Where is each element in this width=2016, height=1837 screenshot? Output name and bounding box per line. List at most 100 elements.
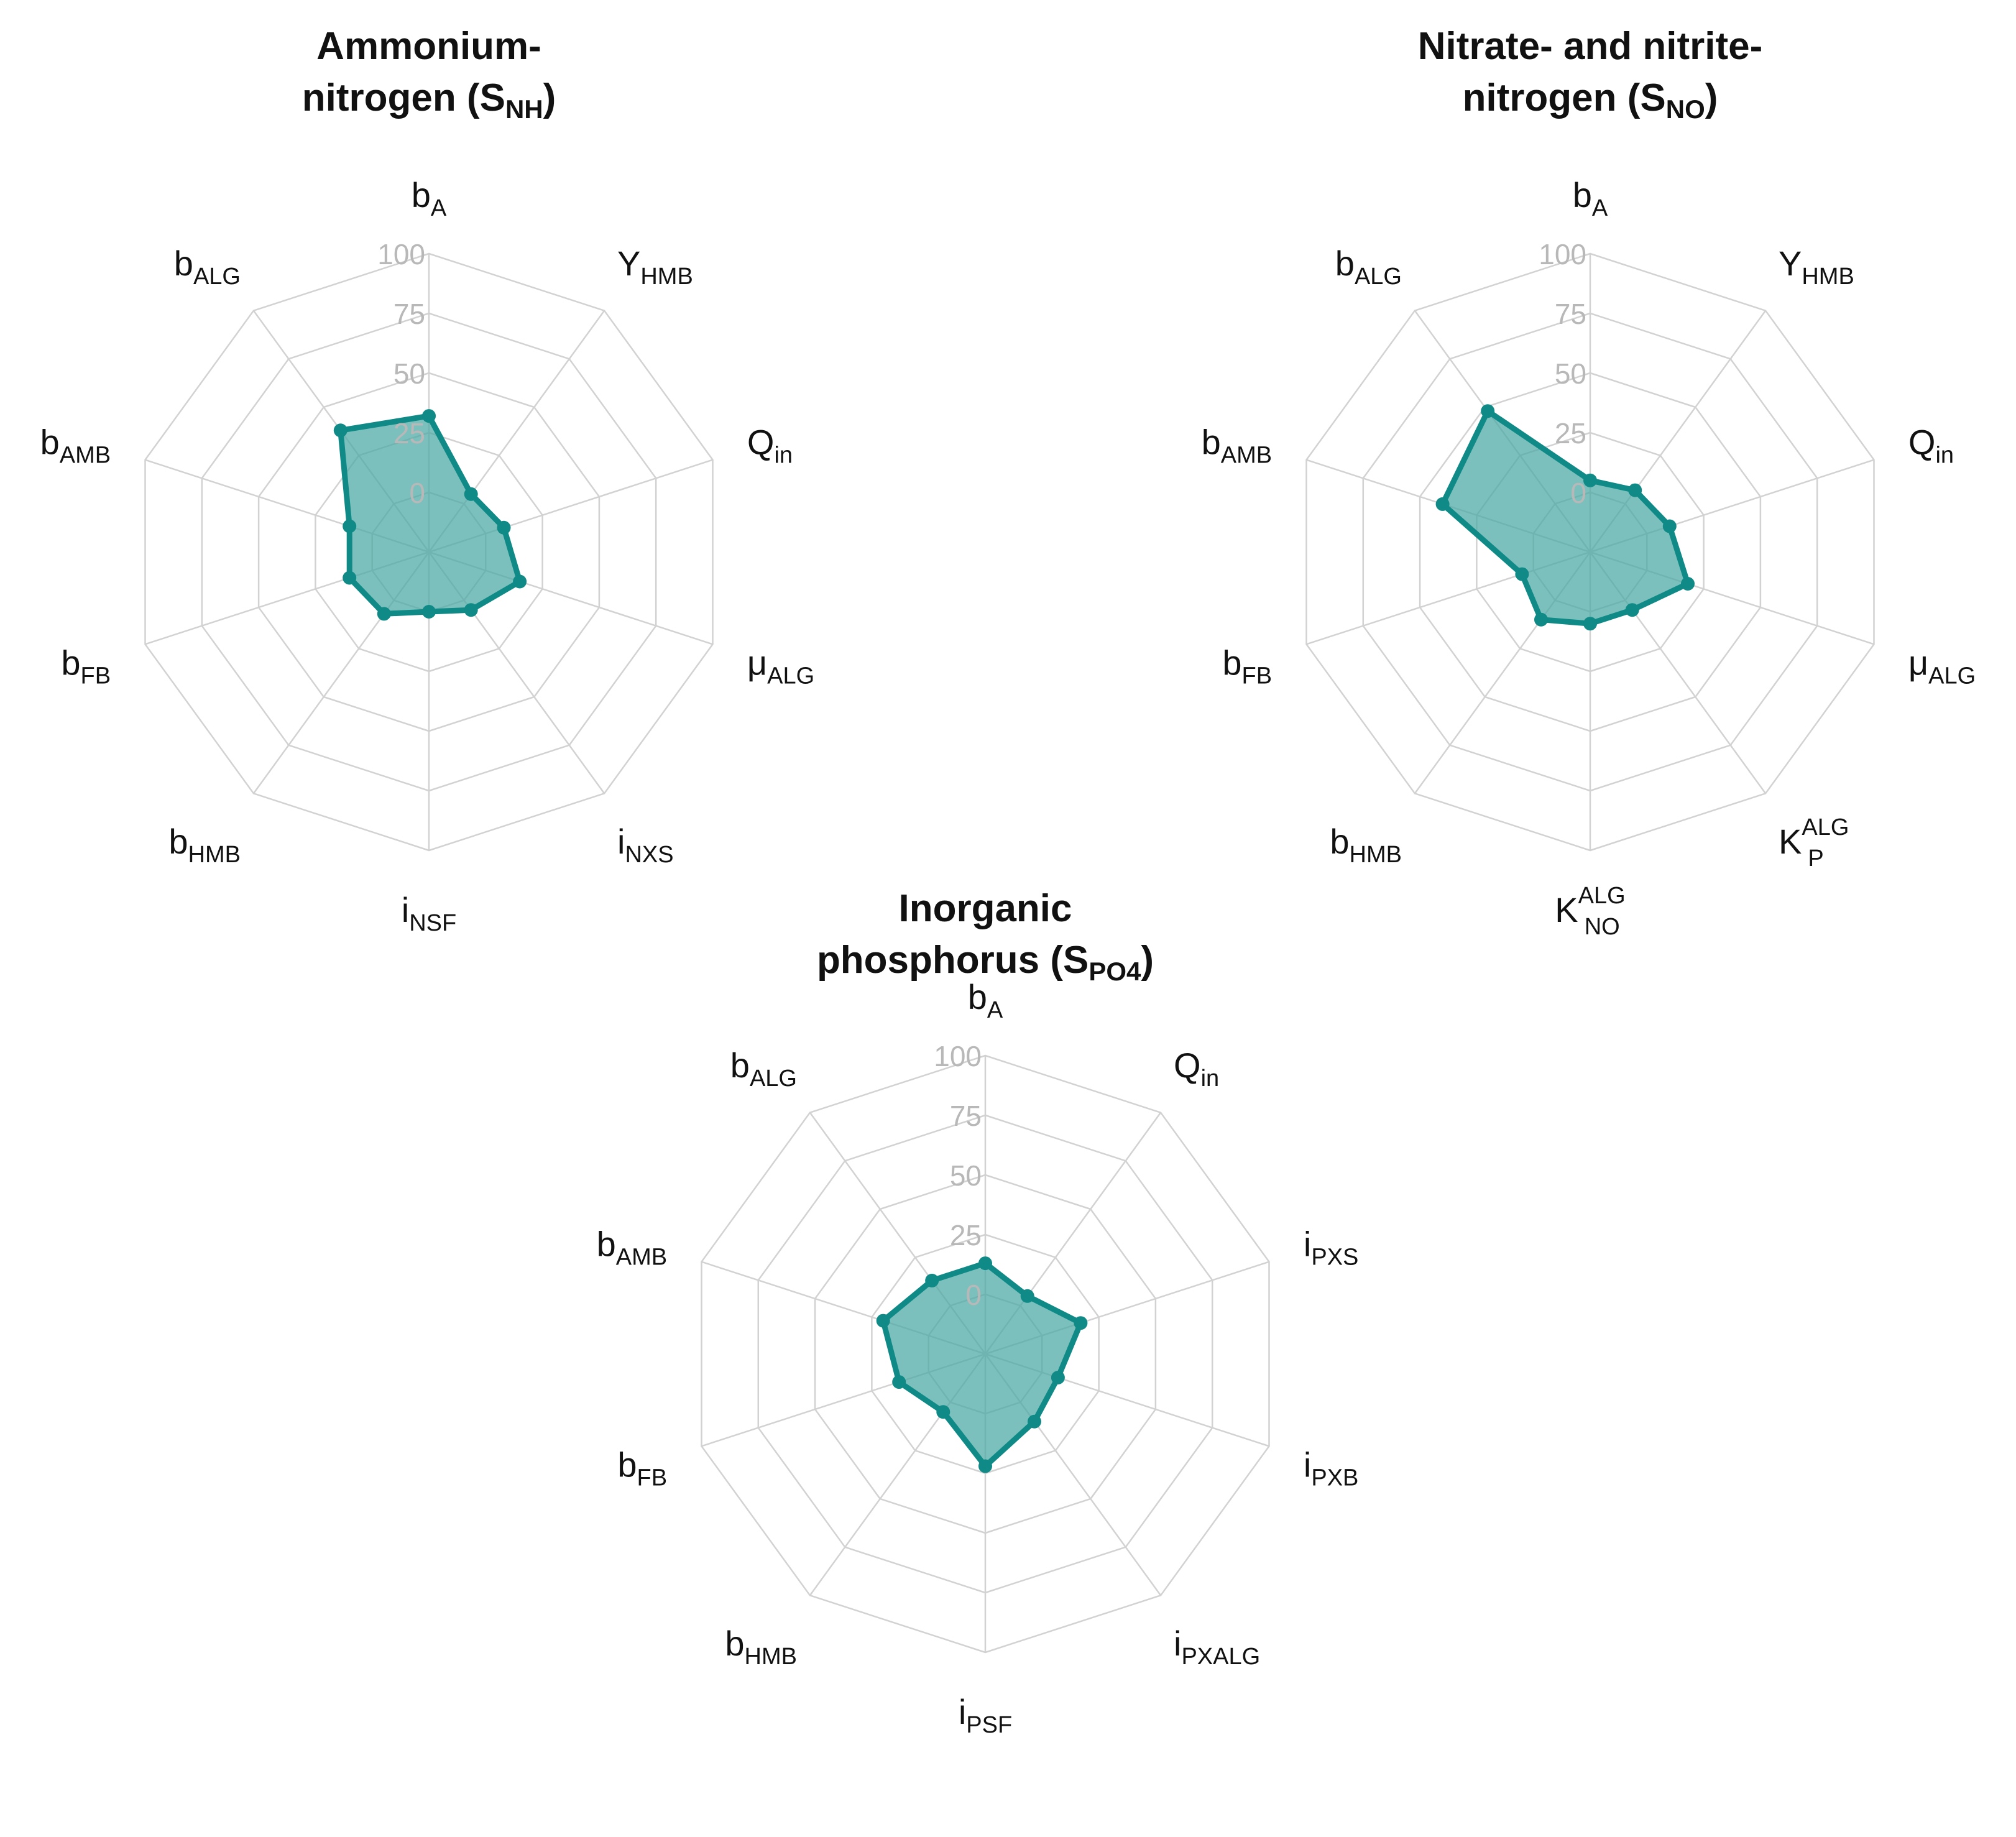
axis-label-subscript: ALG: [750, 1066, 797, 1092]
chart-title-close: ): [1141, 939, 1154, 982]
axis-label-subscript: HMB: [1350, 842, 1402, 868]
axis-label-subscript: in: [774, 442, 793, 468]
axis-label-b-amb: bAMB: [597, 1224, 668, 1270]
data-point-bfb: [892, 1375, 906, 1389]
chart-title-line-1: Ammonium-: [316, 25, 541, 68]
axis-label-symbol: i: [1174, 1624, 1181, 1663]
data-point-inxs: [464, 603, 478, 617]
chart-title-line-2: phosphorus (SPO4): [817, 939, 1154, 986]
radial-tick-label: 25: [950, 1219, 982, 1251]
axis-label-subscript: AMB: [60, 442, 111, 468]
data-point-kp: [1625, 603, 1639, 617]
axis-label-subscript: A: [431, 195, 447, 221]
axis-label-alg: μALG: [1908, 643, 1976, 689]
data-point-bfb: [1515, 567, 1529, 581]
radial-tick-label: 0: [1570, 477, 1586, 509]
radial-tick-label: 100: [1539, 238, 1586, 270]
axis-label-symbol: b: [168, 822, 188, 861]
axis-label-i-pxalg: iPXALG: [1174, 1624, 1260, 1670]
axis-label-subscript: AMB: [1221, 442, 1272, 468]
axis-label-q-in: Qin: [1174, 1046, 1219, 1092]
chart-title-subscript: NO: [1666, 94, 1705, 124]
chart-title-close: ): [543, 76, 556, 119]
data-point-ipxalg: [1028, 1414, 1041, 1429]
axis-label-symbol: K: [1779, 822, 1802, 861]
axis-label-symbol: Y: [1779, 244, 1802, 283]
axis-label-subscript: A: [987, 997, 1003, 1023]
data-point-balg: [333, 423, 348, 438]
axis-label-k-p-alg: KALG P: [1779, 814, 1849, 872]
axis-label-b-a: bA: [412, 175, 447, 221]
radial-tick-label: 50: [950, 1159, 982, 1192]
data-point-alg: [1681, 577, 1695, 591]
axis-label-b-hmb: bHMB: [168, 822, 241, 868]
chart-title-text: nitrogen (S: [302, 76, 505, 119]
data-point-qin: [497, 520, 511, 535]
data-point-bhmb: [377, 607, 391, 621]
axis-label-k-no-alg: KALG NO: [1555, 883, 1625, 940]
axis-label-b-a: bA: [1573, 175, 1608, 221]
axis-label-y-hmb: YHMB: [617, 244, 693, 290]
radial-tick-label: 50: [1555, 357, 1586, 390]
axis-label-symbol: i: [402, 890, 409, 929]
axis-label-b-alg: bALG: [730, 1046, 797, 1092]
axis-label-subscript: PXB: [1311, 1465, 1358, 1491]
data-point-balg: [925, 1273, 939, 1287]
axis-label-subscript: ALG: [193, 264, 241, 290]
data-point-qin: [1662, 519, 1677, 533]
axis-label-symbol: μ: [1908, 643, 1928, 683]
axis-label-symbol: b: [730, 1046, 750, 1085]
chart-title-subscript: PO4: [1089, 957, 1141, 986]
axis-label-i-pxb: iPXB: [1304, 1445, 1359, 1491]
data-point-insf: [422, 605, 436, 619]
axis-label-symbol: b: [1222, 643, 1241, 683]
axis-label-symbol: i: [959, 1692, 966, 1731]
axis-label-subscript: A: [1592, 195, 1608, 221]
axis-label-subscript: HMB: [188, 842, 241, 868]
data-point-ipsf: [978, 1459, 992, 1473]
data-point-balg: [1481, 404, 1495, 418]
data-point-ba: [978, 1256, 992, 1271]
chart-title-close: ): [1705, 76, 1718, 119]
radial-tick-label: 75: [1555, 298, 1586, 330]
axis-label-symbol: b: [617, 1445, 637, 1485]
axis-label-symbol: b: [412, 175, 431, 214]
axis-label-subscript: P: [1808, 845, 1823, 872]
axis-label-b-alg: bALG: [1335, 244, 1402, 290]
axis-label-symbol: i: [617, 822, 625, 861]
axis-label-b-fb: bFB: [1222, 643, 1272, 689]
axis-label-symbol: Q: [1908, 422, 1936, 461]
axis-label-subscript: ALG: [1355, 264, 1402, 290]
axis-label-subscript: PXALG: [1181, 1644, 1260, 1670]
axis-label-subscript: NO: [1585, 914, 1620, 940]
axis-label-symbol: b: [1330, 822, 1349, 861]
axis-label-symbol: b: [174, 244, 193, 283]
chart-title-line-1: Inorganic: [898, 887, 1072, 930]
axis-label-b-hmb: bHMB: [725, 1624, 797, 1670]
axis-label-subscript: HMB: [1802, 264, 1854, 290]
axis-label-symbol: i: [1304, 1445, 1311, 1485]
radial-tick-label: 25: [1555, 417, 1586, 449]
axis-label-subscript: NXS: [625, 842, 673, 868]
data-point-ba: [1583, 473, 1597, 487]
axis-label-symbol: Q: [747, 422, 775, 461]
data-point-bfb: [343, 571, 357, 585]
axis-label-symbol: b: [1573, 175, 1592, 214]
axis-label-i-pxs: iPXS: [1304, 1224, 1359, 1270]
axis-label-symbol: μ: [747, 643, 767, 683]
axis-label-b-amb: bAMB: [1202, 422, 1273, 468]
data-point-bamb: [1435, 497, 1450, 511]
data-point-yhmb: [1628, 483, 1642, 497]
axis-label-i-nsf: iNSF: [402, 890, 456, 936]
data-series-area: [338, 413, 523, 617]
axis-label-y-hmb: YHMB: [1779, 244, 1854, 290]
axis-label-q-in: Qin: [747, 422, 793, 468]
axis-label-subscript: FB: [1242, 663, 1273, 689]
data-series-area: [880, 1260, 1084, 1469]
data-point-bhmb: [936, 1405, 950, 1419]
radar-chart-ammonium-nitrogen: Ammonium-nitrogen (SNH)0255075100bAYHMBQ…: [40, 25, 815, 936]
axis-label-symbol: K: [1555, 890, 1578, 929]
axis-label-b-fb: bFB: [61, 643, 111, 689]
